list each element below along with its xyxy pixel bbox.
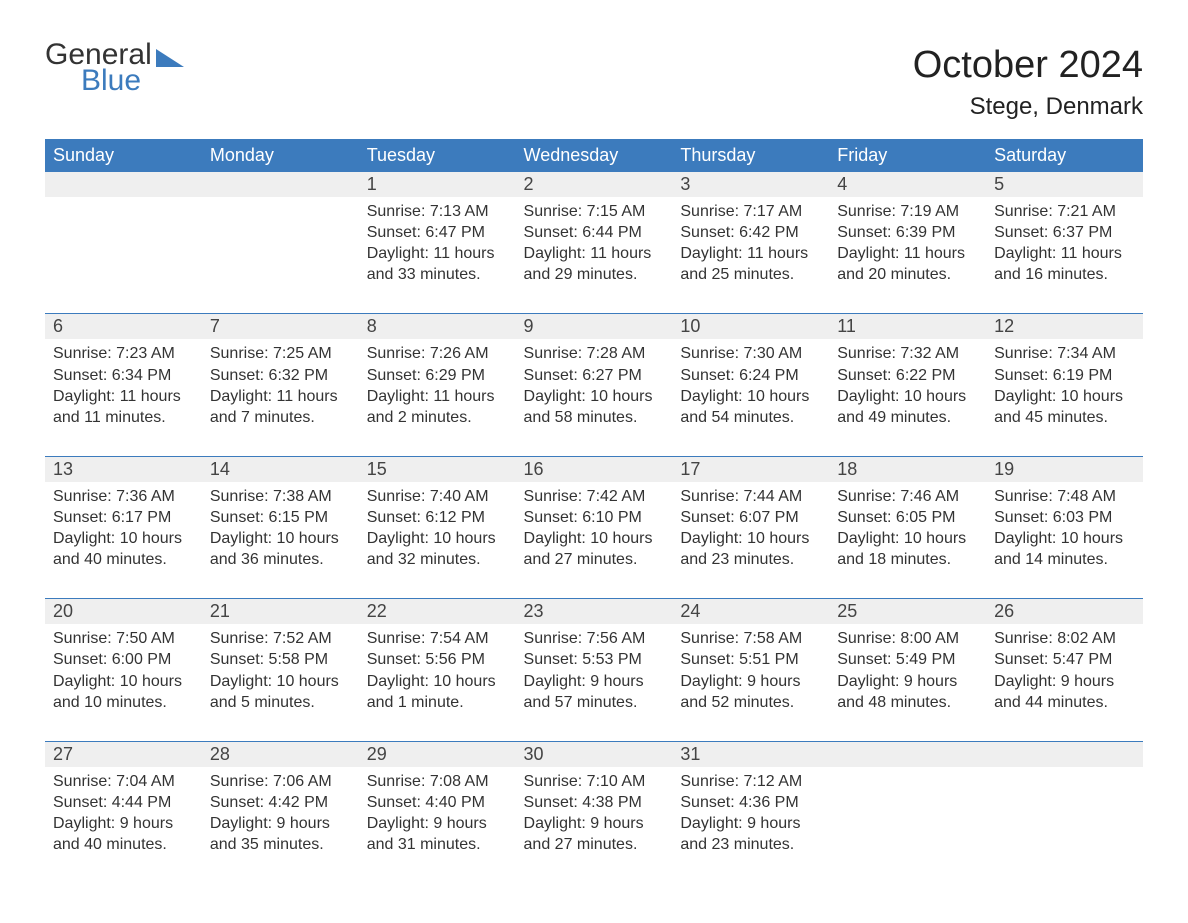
day-number-cell: 12	[986, 314, 1143, 340]
day-number-cell: 29	[359, 741, 516, 767]
header: General Blue October 2024 Stege, Denmark	[45, 40, 1143, 121]
day-body-cell: Sunrise: 7:58 AMSunset: 5:51 PMDaylight:…	[672, 624, 829, 741]
weekday-header: Sunday	[45, 139, 202, 172]
day-number-cell: 23	[516, 599, 673, 625]
day-number-cell: 4	[829, 172, 986, 197]
weekday-header: Wednesday	[516, 139, 673, 172]
daynum-row: 20212223242526	[45, 599, 1143, 625]
day-body-cell	[202, 197, 359, 314]
weekday-header: Monday	[202, 139, 359, 172]
day-body-cell: Sunrise: 7:50 AMSunset: 6:00 PMDaylight:…	[45, 624, 202, 741]
logo-word-blue: Blue	[81, 66, 184, 96]
day-number-cell: 2	[516, 172, 673, 197]
day-body-cell: Sunrise: 7:30 AMSunset: 6:24 PMDaylight:…	[672, 339, 829, 456]
day-body-cell	[829, 767, 986, 883]
day-number-cell: 27	[45, 741, 202, 767]
day-number-cell: 28	[202, 741, 359, 767]
logo: General Blue	[45, 40, 184, 96]
day-number-cell	[202, 172, 359, 197]
day-body-cell: Sunrise: 8:00 AMSunset: 5:49 PMDaylight:…	[829, 624, 986, 741]
calendar-table: Sunday Monday Tuesday Wednesday Thursday…	[45, 139, 1143, 883]
month-title: October 2024	[913, 44, 1143, 87]
weekday-header: Saturday	[986, 139, 1143, 172]
weekday-header: Friday	[829, 139, 986, 172]
day-body-cell: Sunrise: 7:44 AMSunset: 6:07 PMDaylight:…	[672, 482, 829, 599]
day-number-cell	[45, 172, 202, 197]
day-body-cell: Sunrise: 7:12 AMSunset: 4:36 PMDaylight:…	[672, 767, 829, 883]
logo-triangle-icon	[156, 49, 184, 67]
day-number-cell: 18	[829, 456, 986, 482]
daynum-row: 6789101112	[45, 314, 1143, 340]
day-body-cell: Sunrise: 7:04 AMSunset: 4:44 PMDaylight:…	[45, 767, 202, 883]
weekday-header: Thursday	[672, 139, 829, 172]
location: Stege, Denmark	[913, 93, 1143, 121]
day-body-cell: Sunrise: 7:15 AMSunset: 6:44 PMDaylight:…	[516, 197, 673, 314]
day-body-cell: Sunrise: 7:25 AMSunset: 6:32 PMDaylight:…	[202, 339, 359, 456]
day-number-cell: 10	[672, 314, 829, 340]
day-number-cell: 19	[986, 456, 1143, 482]
day-body-cell: Sunrise: 8:02 AMSunset: 5:47 PMDaylight:…	[986, 624, 1143, 741]
day-body-cell: Sunrise: 7:54 AMSunset: 5:56 PMDaylight:…	[359, 624, 516, 741]
day-number-cell: 21	[202, 599, 359, 625]
day-body-cell	[986, 767, 1143, 883]
day-body-cell: Sunrise: 7:52 AMSunset: 5:58 PMDaylight:…	[202, 624, 359, 741]
day-number-cell: 7	[202, 314, 359, 340]
day-body-cell: Sunrise: 7:40 AMSunset: 6:12 PMDaylight:…	[359, 482, 516, 599]
day-number-cell	[829, 741, 986, 767]
day-body-cell: Sunrise: 7:21 AMSunset: 6:37 PMDaylight:…	[986, 197, 1143, 314]
day-body-cell: Sunrise: 7:42 AMSunset: 6:10 PMDaylight:…	[516, 482, 673, 599]
day-number-cell: 24	[672, 599, 829, 625]
day-body-cell: Sunrise: 7:08 AMSunset: 4:40 PMDaylight:…	[359, 767, 516, 883]
day-body-cell: Sunrise: 7:10 AMSunset: 4:38 PMDaylight:…	[516, 767, 673, 883]
day-number-cell: 25	[829, 599, 986, 625]
day-number-cell: 16	[516, 456, 673, 482]
day-body-cell: Sunrise: 7:26 AMSunset: 6:29 PMDaylight:…	[359, 339, 516, 456]
day-body-cell: Sunrise: 7:13 AMSunset: 6:47 PMDaylight:…	[359, 197, 516, 314]
day-number-cell: 1	[359, 172, 516, 197]
day-body-row: Sunrise: 7:13 AMSunset: 6:47 PMDaylight:…	[45, 197, 1143, 314]
day-number-cell: 26	[986, 599, 1143, 625]
weekday-header-row: Sunday Monday Tuesday Wednesday Thursday…	[45, 139, 1143, 172]
day-body-cell: Sunrise: 7:32 AMSunset: 6:22 PMDaylight:…	[829, 339, 986, 456]
day-body-cell: Sunrise: 7:06 AMSunset: 4:42 PMDaylight:…	[202, 767, 359, 883]
day-number-cell	[986, 741, 1143, 767]
day-number-cell: 5	[986, 172, 1143, 197]
day-number-cell: 20	[45, 599, 202, 625]
weekday-header: Tuesday	[359, 139, 516, 172]
day-body-cell: Sunrise: 7:23 AMSunset: 6:34 PMDaylight:…	[45, 339, 202, 456]
day-number-cell: 8	[359, 314, 516, 340]
day-body-cell: Sunrise: 7:46 AMSunset: 6:05 PMDaylight:…	[829, 482, 986, 599]
day-number-cell: 11	[829, 314, 986, 340]
day-body-cell: Sunrise: 7:56 AMSunset: 5:53 PMDaylight:…	[516, 624, 673, 741]
day-body-cell: Sunrise: 7:19 AMSunset: 6:39 PMDaylight:…	[829, 197, 986, 314]
daynum-row: 12345	[45, 172, 1143, 197]
day-body-cell: Sunrise: 7:34 AMSunset: 6:19 PMDaylight:…	[986, 339, 1143, 456]
day-body-cell: Sunrise: 7:17 AMSunset: 6:42 PMDaylight:…	[672, 197, 829, 314]
day-body-cell: Sunrise: 7:28 AMSunset: 6:27 PMDaylight:…	[516, 339, 673, 456]
day-number-cell: 6	[45, 314, 202, 340]
day-body-cell: Sunrise: 7:38 AMSunset: 6:15 PMDaylight:…	[202, 482, 359, 599]
day-body-row: Sunrise: 7:36 AMSunset: 6:17 PMDaylight:…	[45, 482, 1143, 599]
day-body-row: Sunrise: 7:04 AMSunset: 4:44 PMDaylight:…	[45, 767, 1143, 883]
daynum-row: 2728293031	[45, 741, 1143, 767]
day-body-cell	[45, 197, 202, 314]
day-number-cell: 31	[672, 741, 829, 767]
day-number-cell: 9	[516, 314, 673, 340]
day-number-cell: 17	[672, 456, 829, 482]
day-body-row: Sunrise: 7:23 AMSunset: 6:34 PMDaylight:…	[45, 339, 1143, 456]
day-number-cell: 22	[359, 599, 516, 625]
day-number-cell: 15	[359, 456, 516, 482]
day-body-cell: Sunrise: 7:48 AMSunset: 6:03 PMDaylight:…	[986, 482, 1143, 599]
day-number-cell: 14	[202, 456, 359, 482]
day-body-cell: Sunrise: 7:36 AMSunset: 6:17 PMDaylight:…	[45, 482, 202, 599]
day-number-cell: 3	[672, 172, 829, 197]
day-number-cell: 30	[516, 741, 673, 767]
day-number-cell: 13	[45, 456, 202, 482]
title-block: October 2024 Stege, Denmark	[913, 40, 1143, 121]
daynum-row: 13141516171819	[45, 456, 1143, 482]
day-body-row: Sunrise: 7:50 AMSunset: 6:00 PMDaylight:…	[45, 624, 1143, 741]
